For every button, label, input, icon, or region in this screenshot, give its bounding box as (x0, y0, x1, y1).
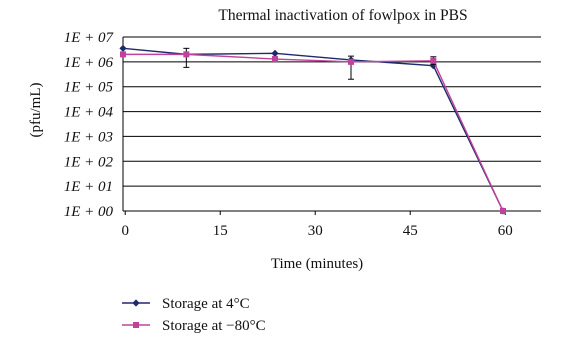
grid (123, 36, 541, 212)
data-point (500, 208, 506, 214)
x-tick-label: 60 (498, 223, 513, 239)
x-tick-label: 30 (308, 223, 323, 239)
axes (122, 37, 541, 215)
x-axis-label: Time (minutes) (271, 256, 363, 272)
y-tick-label: 1E + 00 (64, 204, 114, 220)
y-tick-label: 1E + 03 (64, 129, 113, 145)
y-tick-label: 1E + 06 (64, 55, 114, 71)
legend-label: Storage at −80°C (162, 318, 266, 334)
y-axis-label: (pfu/mL) (28, 83, 44, 138)
series-layer (119, 44, 507, 215)
x-tick-label: 0 (121, 223, 129, 239)
data-point (430, 57, 437, 64)
data-point (271, 49, 279, 57)
chart-title: Thermal inactivation of fowlpox in PBS (218, 7, 467, 24)
y-tick-label: 1E + 07 (64, 30, 115, 46)
data-point (119, 44, 127, 52)
tick-labels: 1E + 07 1E + 06 1E + 05 1E + 04 1E + 03 1E + … (64, 30, 513, 239)
y-tick-label: 1E + 04 (64, 105, 114, 121)
y-tick-label: 1E + 01 (64, 179, 113, 195)
legend-marker (133, 322, 139, 328)
data-point (272, 56, 278, 63)
y-tick-label: 1E + 02 (64, 154, 114, 170)
y-tick-label: 1E + 05 (64, 80, 114, 96)
legend-marker (132, 299, 140, 307)
data-point (348, 58, 354, 65)
data-point (120, 51, 126, 58)
legend: Storage at 4°C Storage at −80°C (122, 296, 266, 334)
data-point (183, 51, 190, 58)
x-tick-label: 45 (403, 223, 418, 239)
series-line (123, 53, 504, 212)
legend-label: Storage at 4°C (162, 296, 250, 312)
x-tick-label: 15 (213, 223, 228, 239)
data-point (429, 62, 437, 70)
series-line (122, 47, 504, 212)
